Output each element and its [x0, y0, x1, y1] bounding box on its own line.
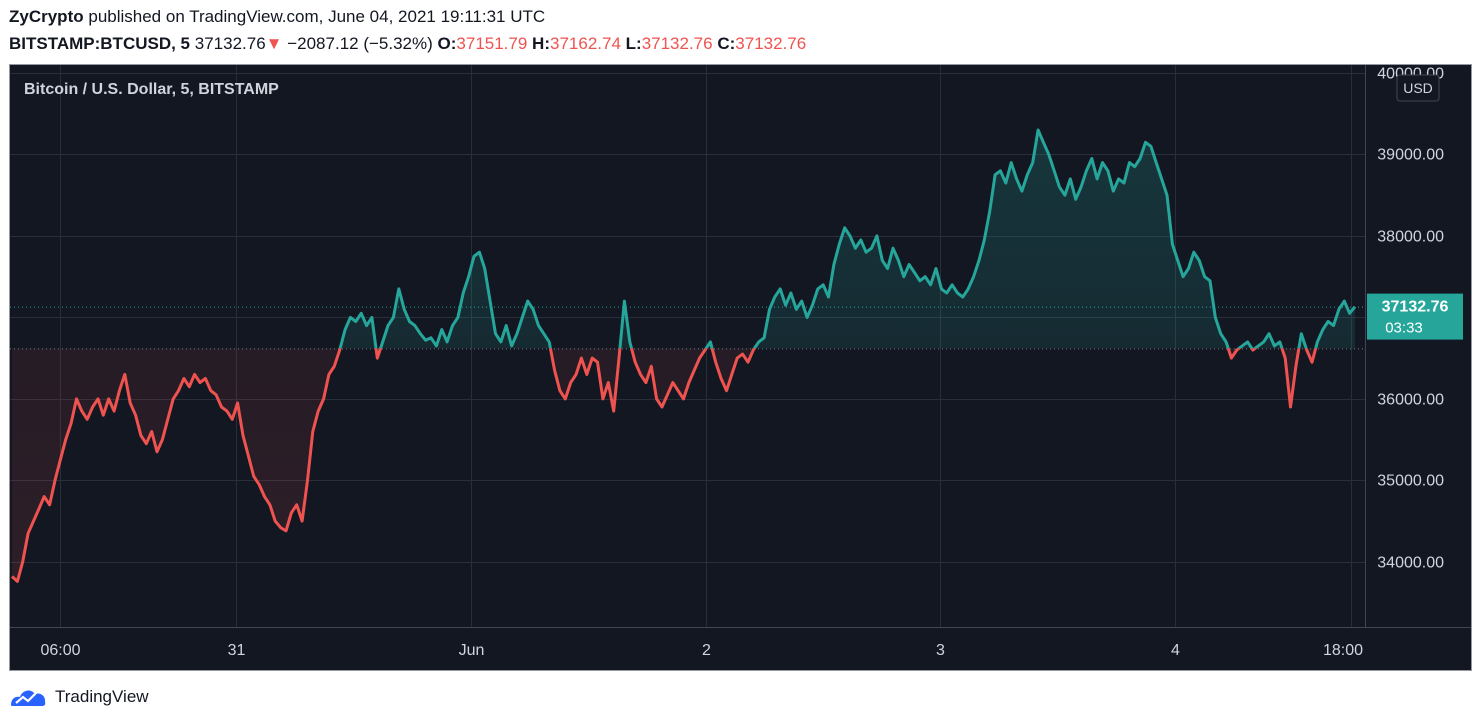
- price-chart[interactable]: 34000.0035000.0036000.0037000.0038000.00…: [10, 65, 1471, 670]
- low-value: 37132.76: [641, 34, 713, 53]
- high-value: 37162.74: [550, 34, 621, 53]
- published-text: published on TradingView.com, June 04, 2…: [88, 7, 546, 26]
- chart-panel[interactable]: 34000.0035000.0036000.0037000.0038000.00…: [9, 64, 1472, 671]
- close-value: 37132.76: [735, 34, 807, 53]
- last-price: 37132.76: [194, 34, 266, 53]
- symbol-label: BITSTAMP:BTCUSD, 5: [9, 34, 191, 53]
- y-tick-label: 36000.00: [1377, 392, 1444, 409]
- price-change: −2087.12 (−5.32%): [287, 34, 433, 53]
- x-tick-label: 4: [1171, 642, 1180, 659]
- time-axis-labels: 06:00 31 Jun 2 3 4 18:00: [40, 642, 1363, 659]
- price-line-up: [338, 128, 1357, 349]
- author-name[interactable]: ZyCrypto: [9, 7, 84, 26]
- chart-title: Bitcoin / U.S. Dollar, 5, BITSTAMP: [24, 81, 279, 98]
- currency-label: USD: [1403, 80, 1433, 96]
- tag-countdown: 03:33: [1385, 320, 1423, 337]
- last-price-tag: 37132.76 03:33: [1367, 293, 1463, 340]
- open-label: O:: [437, 34, 457, 53]
- brand-name: TradingView: [55, 687, 149, 706]
- y-tick-label: 34000.00: [1377, 555, 1444, 572]
- price-line-down: [10, 348, 1318, 583]
- tag-price: 37132.76: [1382, 299, 1449, 316]
- x-tick-label: 2: [702, 642, 711, 659]
- y-tick-label: 39000.00: [1377, 147, 1444, 164]
- tradingview-logo-icon: [11, 690, 46, 706]
- x-tick-label: Jun: [459, 642, 485, 659]
- publish-info: ZyCrypto published on TradingView.com, J…: [9, 7, 545, 27]
- y-tick-label: 38000.00: [1377, 229, 1444, 246]
- open-value: 37151.79: [456, 34, 528, 53]
- footer-brand[interactable]: TradingView: [9, 686, 149, 708]
- ohlc-legend: BITSTAMP:BTCUSD, 5 37132.76▼ −2087.12 (−…: [9, 34, 806, 54]
- currency-badge[interactable]: USD: [1396, 74, 1440, 102]
- close-label: C:: [717, 34, 736, 53]
- y-tick-label: 35000.00: [1377, 473, 1444, 490]
- low-label: L:: [625, 34, 642, 53]
- x-tick-label: 31: [228, 642, 246, 659]
- x-tick-label: 18:00: [1323, 642, 1363, 659]
- x-tick-label: 3: [936, 642, 945, 659]
- area-fill-above-baseline: [340, 130, 1355, 349]
- x-tick-label: 06:00: [40, 642, 80, 659]
- down-arrow-icon: ▼: [265, 34, 283, 53]
- high-label: H:: [532, 34, 550, 53]
